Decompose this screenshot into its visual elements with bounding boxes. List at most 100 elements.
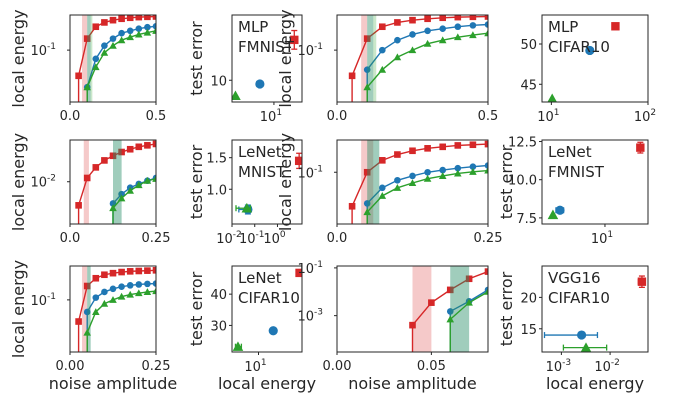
x-tick-label: 0.0 (60, 231, 81, 246)
data-point (363, 168, 371, 176)
data-point (135, 181, 143, 189)
axes-frame (231, 14, 303, 103)
data-point (393, 53, 402, 61)
plot-area (409, 266, 488, 352)
data-point (92, 23, 100, 31)
data-point (152, 280, 156, 287)
data-point (636, 143, 645, 152)
data-point (438, 36, 447, 44)
series-line (77, 143, 156, 206)
data-point (424, 168, 431, 176)
data-point (118, 29, 125, 37)
axes-frame (336, 265, 489, 353)
data-point (100, 299, 109, 307)
data-point (100, 48, 109, 56)
data-point (126, 145, 134, 153)
plot-area (547, 22, 620, 102)
data-point (135, 267, 143, 275)
subplot-r1c2: 101 10 test error MLP FMNIST (187, 14, 303, 125)
data-point (394, 19, 401, 26)
annotation-text: CIFAR10 (548, 289, 610, 307)
data-point (611, 22, 620, 31)
series-line (77, 15, 156, 76)
data-point (92, 294, 100, 301)
uncertainty-band (367, 140, 380, 224)
data-point (101, 19, 108, 26)
data-point (118, 148, 125, 156)
data-point (126, 27, 134, 35)
data-point (290, 35, 299, 45)
plot-area (75, 15, 156, 102)
data-point (409, 16, 416, 24)
subplot-r1c4: 101 102 45 50 MLP CIFAR10 (520, 14, 656, 125)
data-point (92, 55, 100, 63)
data-point (424, 145, 431, 152)
data-point (92, 274, 100, 282)
y-tick-label: 15 (520, 323, 537, 338)
data-point (348, 202, 356, 210)
x-tick-label: 0.00 (56, 359, 85, 374)
x-tick-label: 102 (634, 108, 656, 125)
data-point (109, 285, 117, 293)
uncertainty-band (87, 266, 91, 352)
y-tick-label: 10.0 (508, 174, 537, 189)
data-point (126, 290, 134, 298)
data-point (92, 63, 100, 71)
x-tick-label: 101 (537, 108, 559, 125)
x-tick-label: 10-1 (239, 230, 265, 247)
data-point (152, 175, 156, 182)
data-point (83, 282, 91, 290)
data-point (152, 287, 156, 295)
data-point (75, 72, 82, 80)
data-point (423, 174, 432, 182)
data-point (484, 162, 488, 169)
data-point (555, 205, 565, 215)
uncertainty-band (113, 140, 122, 224)
data-point (75, 202, 82, 209)
data-point (75, 318, 82, 325)
data-point (101, 157, 108, 164)
data-point (117, 36, 126, 44)
data-point (255, 79, 265, 89)
annotation-text: LeNet (238, 269, 282, 287)
data-point (454, 33, 462, 41)
axes-frame (336, 139, 489, 225)
data-point (232, 90, 241, 101)
annotation-text: LeNet (548, 143, 592, 161)
y-tick-label: 20 (520, 291, 537, 306)
x-tick-label: 10-3 (546, 358, 572, 375)
data-point (118, 190, 125, 198)
data-point (454, 15, 462, 21)
data-point (394, 36, 401, 44)
plot-area (232, 268, 302, 351)
x-tick-label: 101 (260, 108, 282, 125)
annotation-text: CIFAR10 (548, 38, 610, 56)
x-tick-label: 0.25 (142, 231, 171, 246)
data-point (83, 83, 91, 91)
series-line (351, 143, 488, 207)
y-tick-label: 10-1 (297, 260, 323, 277)
y-axis-label: test error (497, 144, 516, 219)
y-tick-label: 45 (520, 78, 537, 93)
data-point (465, 298, 473, 306)
x-tick-label: 0.5 (146, 109, 167, 124)
subplot-r3c4: 10-3 10-2 15 20 test error local energy VGG16 C… (497, 265, 649, 393)
data-point (135, 15, 143, 21)
y-tick-label: 10-2 (30, 174, 56, 191)
data-point (109, 204, 117, 212)
annotation-text: MLP (548, 18, 578, 36)
data-point (126, 282, 134, 289)
data-point (424, 27, 431, 35)
data-point (408, 46, 417, 54)
data-point (484, 21, 488, 28)
plot-area (543, 275, 647, 352)
x-tick-label: 0.25 (142, 359, 171, 374)
data-point (454, 169, 462, 177)
data-point (135, 25, 143, 32)
data-point (126, 186, 134, 194)
uncertainty-band (412, 266, 432, 352)
series-line (77, 269, 156, 322)
x-tick-label: 0.0 (60, 109, 81, 124)
